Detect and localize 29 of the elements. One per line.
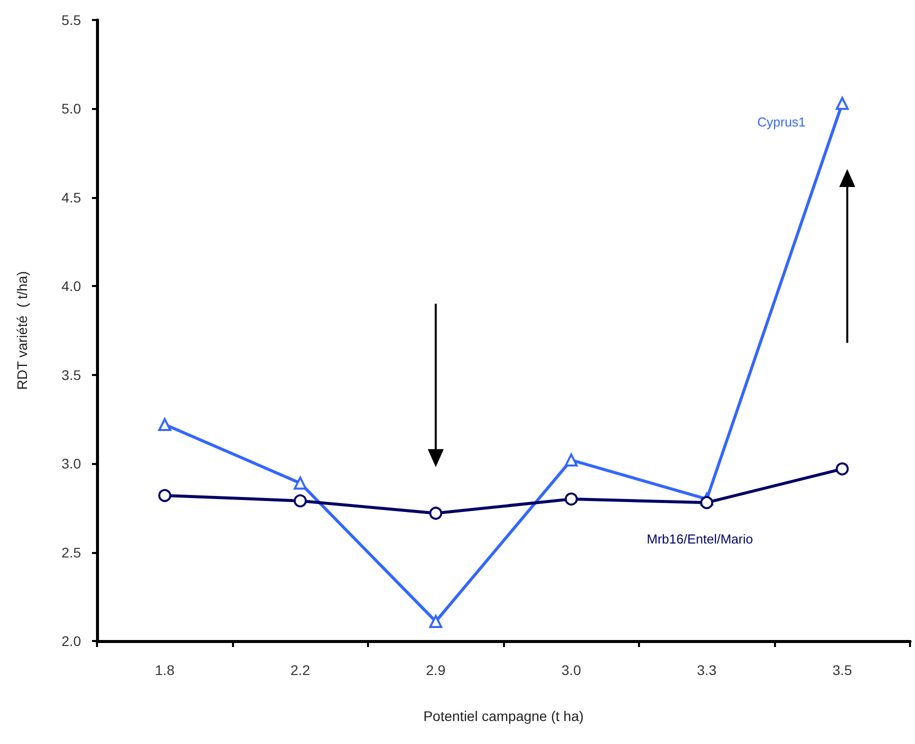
point <box>429 614 442 628</box>
point <box>294 494 307 508</box>
x-tick-label: 3.5 <box>832 662 852 678</box>
y-tick-label: 5.0 <box>62 100 82 117</box>
x-tick-label: 2.2 <box>290 662 310 678</box>
x-tick-label: 1.8 <box>155 662 175 678</box>
point <box>564 454 578 467</box>
point <box>294 476 307 490</box>
y-tick-label: 2.5 <box>62 544 82 560</box>
point <box>429 506 442 520</box>
x-tick-label: 3.0 <box>562 662 582 678</box>
x-tick-label: 2.9 <box>426 662 446 678</box>
y-tick-label: 3.5 <box>62 366 82 383</box>
point <box>158 489 172 502</box>
x-axis-title: Potentiel campagne (t ha) <box>423 708 584 724</box>
y-tick-label: 4.0 <box>62 278 82 294</box>
point <box>158 418 172 432</box>
point <box>564 492 578 506</box>
x-tick-label: 3.3 <box>697 662 717 678</box>
point <box>836 96 849 110</box>
y-tick-label: 5.5 <box>62 12 82 28</box>
y-tick-label: 3.0 <box>62 456 82 472</box>
y-tick-label: 2.0 <box>62 633 82 649</box>
y-tick-label: 4.5 <box>62 189 82 206</box>
point <box>836 462 849 476</box>
point <box>700 496 714 510</box>
y-axis-title: RDT variété ( t/ha) <box>14 271 30 390</box>
text: Cyprus1 <box>757 114 806 130</box>
text: Mrb16/Entel/Mario <box>646 532 753 547</box>
